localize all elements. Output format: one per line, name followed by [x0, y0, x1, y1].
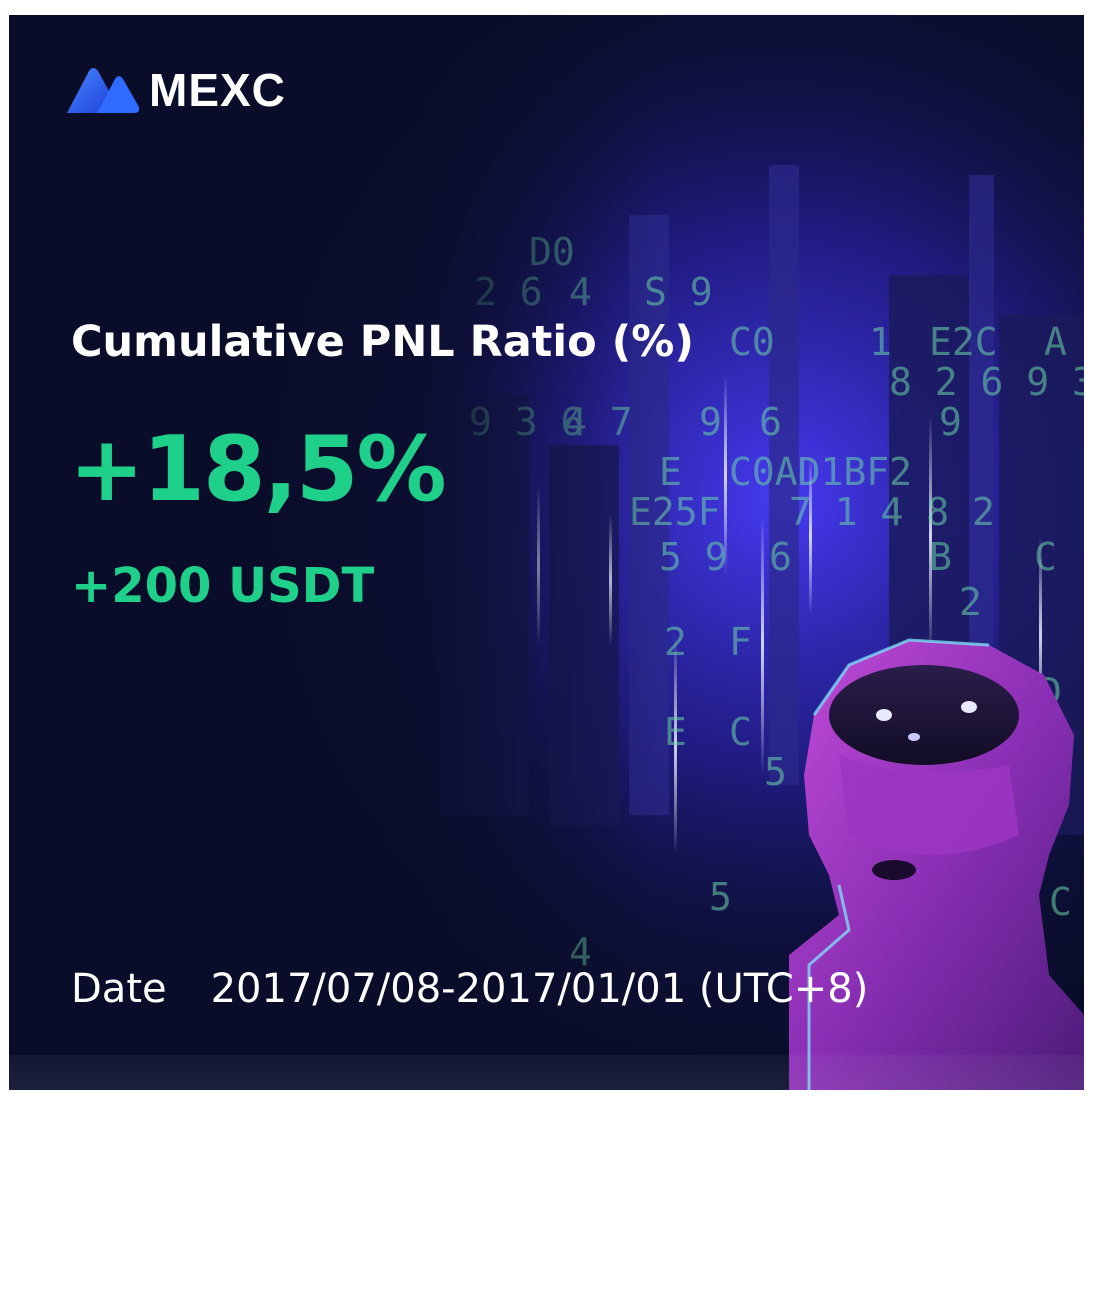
pnl-ratio-label: Cumulative PNL Ratio (%) [71, 317, 694, 367]
brand-logo: MEXC [67, 67, 286, 113]
pnl-ratio-value: +18,5% [69, 417, 447, 522]
date-label: Date [71, 966, 167, 1012]
brand-name: MEXC [149, 64, 286, 116]
bottom-strip [9, 1055, 1084, 1090]
robot-matrix-illustration: D0 2 6 4 S 9 C0 1 E2C A 8 2 6 9 3 7 9 3 … [9, 15, 1084, 1090]
pnl-amount-value: +200 USDT [71, 558, 375, 614]
mexc-mountain-logo [67, 68, 139, 113]
date-range-value: 2017/07/08-2017/01/01 (UTC+8) [210, 966, 869, 1012]
pnl-share-card: D0 2 6 4 S 9 C0 1 E2C A 8 2 6 9 3 7 9 3 … [9, 15, 1084, 1090]
date-row: Date 2017/07/08-2017/01/01 (UTC+8) [71, 969, 868, 1009]
